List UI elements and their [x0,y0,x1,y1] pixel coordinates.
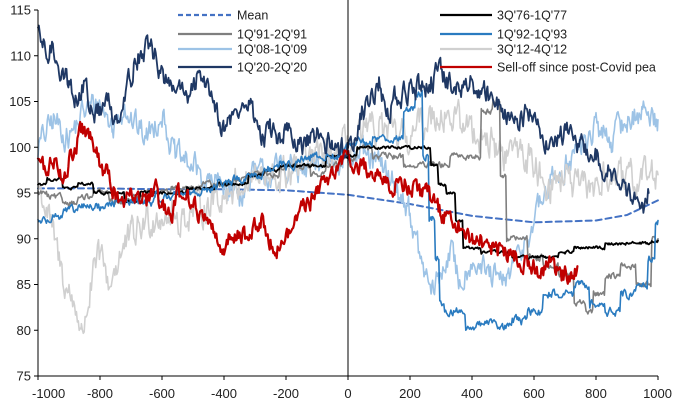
x-tick-label: -800 [87,386,113,401]
y-tick-label: 80 [17,323,31,338]
legend-label: Sell-off since post-Covid pea [497,61,656,75]
x-tick-label: -400 [211,386,237,401]
legend-label: 1Q'08-1Q'09 [237,43,307,57]
legend-label: 1Q'20-2Q'20 [237,61,307,75]
legend: Mean 3Q'76-1Q'77 1Q'91-2Q'91 1Q'92-1Q'93 1Q'… [178,9,656,75]
x-tick-label: -200 [273,386,299,401]
axis-layer: 75 80 85 90 95 100 105 110 115 -1000 -800 -600 -400 -… [9,0,672,401]
y-tick-label: 85 [17,277,31,292]
x-tick-label: 200 [399,386,421,401]
y-tick-label: 115 [10,3,31,18]
x-tick-label: 800 [585,386,607,401]
series-line-sell-off-since-post-covid-pea [36,120,579,285]
x-tick-label: 0 [344,386,351,401]
legend-label: 1Q'91-2Q'91 [237,28,307,42]
legend-label: Mean [237,9,268,23]
x-tick-label: 400 [461,386,483,401]
legend-label: 3Q'12-4Q'12 [497,43,567,57]
x-tick-label: 600 [523,386,545,401]
x-tick-label: -1000 [32,386,65,401]
y-tick-label: 95 [17,186,31,201]
y-tick-label: 75 [17,369,31,384]
y-tick-label: 90 [17,231,31,246]
x-tick-label: 1000 [643,386,672,401]
x-tick-label: -600 [149,386,175,401]
y-tick-label: 100 [9,140,31,155]
y-tick-label: 110 [10,48,31,63]
legend-label: 3Q'76-1Q'77 [497,9,567,23]
y-tick-label: 105 [9,94,31,109]
legend-label: 1Q'92-1Q'93 [497,28,567,42]
